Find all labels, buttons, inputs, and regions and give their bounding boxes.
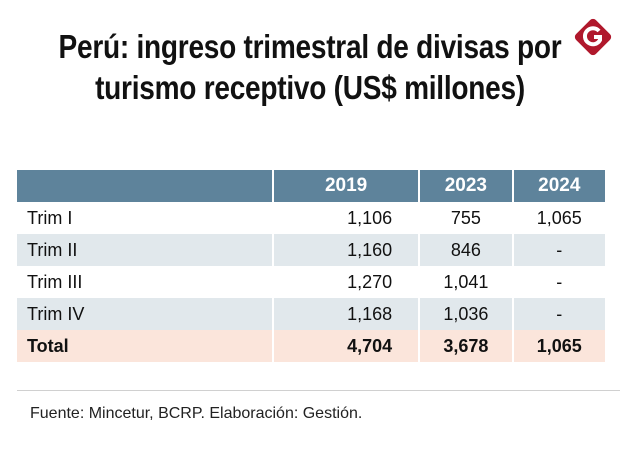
table-cell: 1,106 xyxy=(347,207,393,228)
table-row: Trim III 1,270 1,041 - xyxy=(17,266,605,298)
data-table: 2019 2023 2024 Trim I 1,106 755 1,065 Trim II 1… xyxy=(15,170,607,362)
table-cell: 4,704 xyxy=(274,330,419,362)
table-row: Trim I 1,106 755 1,065 xyxy=(17,202,605,234)
gestion-logo xyxy=(574,18,612,56)
row-label: Trim III xyxy=(27,271,83,292)
table-cell: - xyxy=(556,271,563,292)
table-cell: 1,065 xyxy=(536,207,582,228)
row-label: Trim IV xyxy=(17,298,272,330)
table-cell: 1,270 xyxy=(347,271,393,292)
table-cell: 1,160 xyxy=(274,234,419,266)
table-cell: - xyxy=(513,298,605,330)
divider xyxy=(17,390,620,391)
table-cell: 846 xyxy=(420,234,512,266)
total-row: Total 4,704 3,678 1,065 xyxy=(17,330,605,362)
table-cell: 3,678 xyxy=(420,330,512,362)
row-label: Trim I xyxy=(27,207,73,228)
table-row: Trim IV 1,168 1,036- xyxy=(17,298,605,330)
table-cell: 1,041 xyxy=(443,271,489,292)
table-row: Trim II 1,160 846- xyxy=(17,234,605,266)
table-cell: 1,065 xyxy=(513,330,605,362)
table-cell: 755 xyxy=(450,207,481,228)
column-header: 2024 xyxy=(513,170,605,202)
column-header: 2023 xyxy=(420,170,512,202)
row-label: Trim II xyxy=(17,234,272,266)
table-cell: - xyxy=(513,234,605,266)
chart-title: Perú: ingreso trimestral de divisas por … xyxy=(58,28,562,106)
table-cell: 1,168 xyxy=(274,298,419,330)
row-label: Total xyxy=(17,330,272,362)
header-blank xyxy=(17,170,272,202)
source-note: Fuente: Mincetur, BCRP. Elaboración: Ges… xyxy=(30,405,363,422)
table-cell: 1,036 xyxy=(420,298,512,330)
column-header: 2019 xyxy=(274,170,419,202)
